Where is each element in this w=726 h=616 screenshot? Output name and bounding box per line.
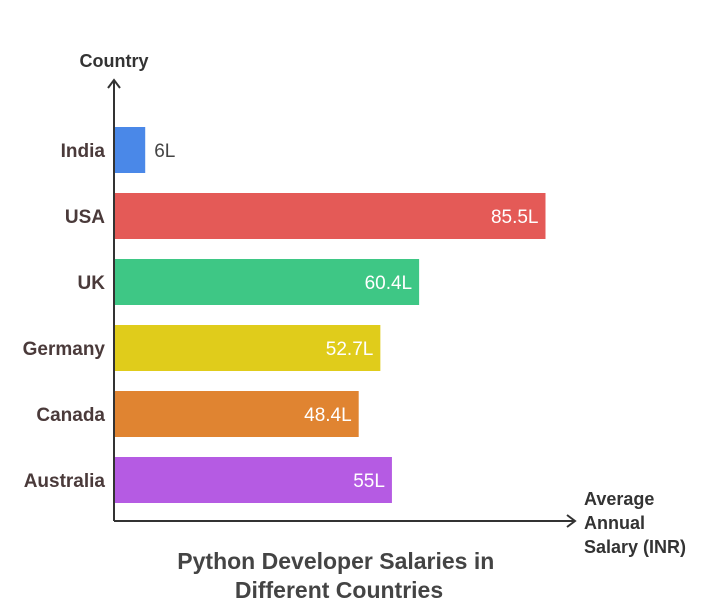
category-label-india: India (61, 141, 106, 162)
bar-germany (115, 325, 381, 371)
y-axis-arrowhead (107, 78, 121, 89)
category-label-australia: Australia (24, 471, 106, 492)
bar-india (115, 127, 146, 173)
axes (107, 78, 577, 528)
category-label-usa: USA (65, 207, 105, 228)
y-axis-title: Country (80, 51, 149, 71)
category-label-uk: UK (78, 273, 106, 294)
chart-title: Python Developer Salaries in Different C… (177, 548, 500, 603)
bars-layer: India 6L USA 85.5L UK 60.4L Germany 52.7L Canada… (23, 127, 546, 503)
x-axis-title-line-3: Salary (INR) (584, 537, 686, 557)
bar-australia (115, 457, 392, 503)
value-label-usa: 85.5L (491, 207, 539, 228)
bar-canada (115, 391, 359, 437)
value-label-germany: 52.7L (326, 339, 374, 360)
bar-uk (115, 259, 420, 305)
chart-title-line-2: Different Countries (235, 577, 443, 603)
value-label-india: 6L (154, 141, 175, 162)
chart-title-line-1: Python Developer Salaries in (177, 548, 494, 574)
value-label-australia: 55L (353, 471, 385, 492)
bar-usa (115, 193, 546, 239)
category-label-germany: Germany (23, 339, 106, 360)
x-axis-title-line-2: Annual (584, 513, 645, 533)
value-label-uk: 60.4L (365, 273, 413, 294)
value-label-canada: 48.4L (304, 405, 352, 426)
x-axis-title-line-1: Average (584, 489, 654, 509)
x-axis-title: Average Annual Salary (INR) (584, 489, 686, 557)
category-label-canada: Canada (36, 405, 105, 426)
x-axis-arrowhead (566, 514, 577, 528)
